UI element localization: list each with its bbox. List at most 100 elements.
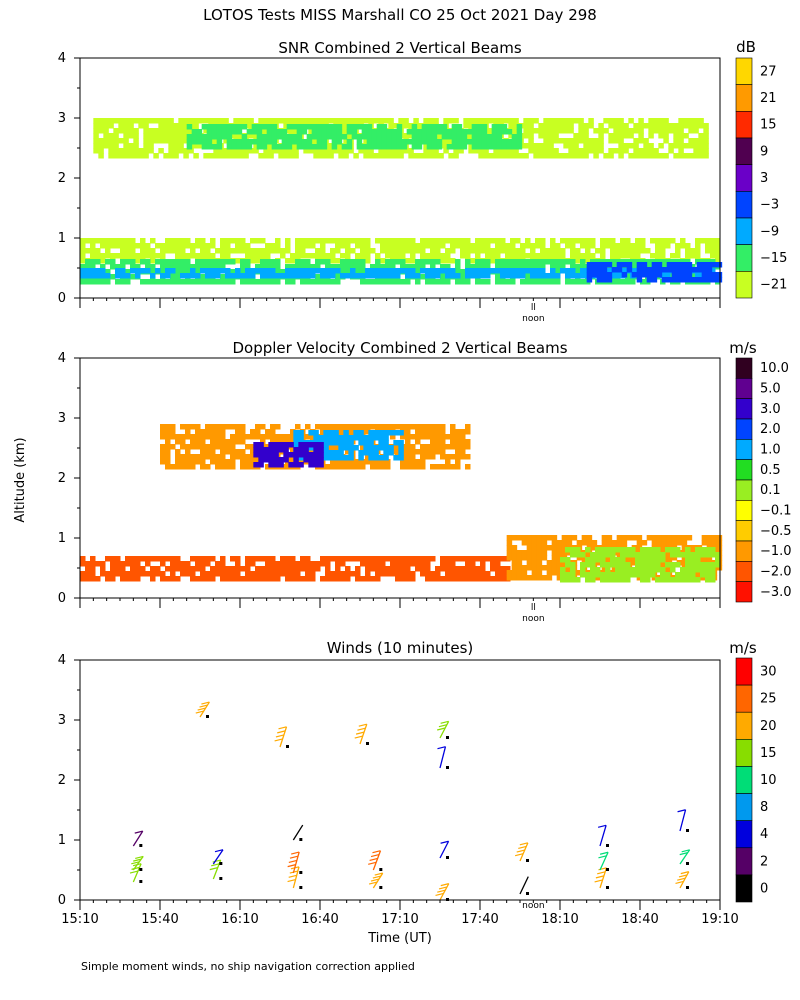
heatmap-cell <box>201 144 208 150</box>
heatmap-cell <box>635 253 641 259</box>
heatmap-cell <box>195 454 201 460</box>
heatmap-cell <box>281 134 288 140</box>
heatmap-cell <box>360 279 366 285</box>
heatmap-cell <box>710 268 716 274</box>
heatmap-cell <box>605 238 611 244</box>
heatmap-cell <box>350 464 356 470</box>
heatmap-cell <box>610 259 616 265</box>
heatmap-cell <box>373 445 379 451</box>
heatmap-cell <box>565 243 571 249</box>
heatmap-cell <box>446 144 453 150</box>
heatmap-cell <box>135 556 141 562</box>
heatmap-cell <box>568 128 574 134</box>
heatmap-cell <box>523 153 529 159</box>
heatmap-cell <box>550 264 556 270</box>
heatmap-cell <box>165 576 171 582</box>
heatmap-cell <box>325 268 331 274</box>
heatmap-cell <box>195 269 201 275</box>
heatmap-cell <box>308 148 314 154</box>
wind-barb-feather <box>274 738 283 742</box>
heatmap-cell <box>715 238 721 244</box>
heatmap-cell <box>90 264 96 270</box>
heatmap-cell <box>170 444 176 450</box>
heatmap-cell <box>390 264 396 270</box>
heatmap-cell <box>455 238 461 244</box>
heatmap-cell <box>563 143 569 149</box>
heatmap-cell <box>605 552 611 558</box>
heatmap-cell <box>420 444 426 450</box>
heatmap-cell <box>703 128 709 134</box>
heatmap-cell <box>115 264 121 270</box>
heatmap-cell <box>531 560 538 566</box>
heatmap-cell <box>123 128 129 134</box>
heatmap-cell <box>445 273 451 279</box>
heatmap-cell <box>130 268 136 274</box>
heatmap-cell <box>395 444 401 450</box>
heatmap-cell <box>185 264 191 270</box>
heatmap-cell <box>260 279 266 285</box>
heatmap-cell <box>666 267 673 273</box>
heatmap-cell <box>240 429 246 435</box>
heatmap-cell <box>405 434 411 440</box>
heatmap-cell <box>305 279 311 285</box>
heatmap-cell <box>331 124 338 130</box>
heatmap-cell <box>425 238 431 244</box>
heatmap-cell <box>451 134 458 140</box>
heatmap-cell <box>490 268 496 274</box>
heatmap-cell <box>650 562 656 568</box>
heatmap-cell <box>445 459 451 465</box>
heatmap-cell <box>461 134 468 140</box>
heatmap-cell <box>325 264 331 270</box>
colorbar-swatch <box>735 847 753 876</box>
heatmap-cell <box>496 144 503 150</box>
heatmap-cell <box>493 118 499 124</box>
heatmap-cell <box>125 238 131 244</box>
heatmap-cell <box>548 143 554 149</box>
y-tick-label-4: 4 <box>58 653 66 668</box>
heatmap-cell <box>425 429 431 435</box>
heatmap-cell <box>165 268 171 274</box>
heatmap-cell <box>481 124 488 130</box>
heatmap-cell <box>305 566 311 572</box>
x-tick-label-1640: 16:40 <box>301 912 338 927</box>
heatmap-cell <box>245 454 251 460</box>
colorbar-label: −9 <box>760 224 779 239</box>
heatmap-cell <box>190 279 196 285</box>
heatmap-cell <box>115 279 121 285</box>
heatmap-cell <box>475 273 481 279</box>
heatmap-cell <box>351 124 358 130</box>
heatmap-cell <box>675 562 681 568</box>
heatmap-cell <box>245 561 251 567</box>
heatmap-cell <box>205 571 211 577</box>
heatmap-cell <box>105 243 111 249</box>
heatmap-cell <box>265 248 271 254</box>
heatmap-cell <box>681 267 688 273</box>
heatmap-cell <box>346 139 353 145</box>
heatmap-cell <box>476 144 483 150</box>
y-tick-label-4: 4 <box>58 351 66 366</box>
heatmap-cell <box>191 139 198 145</box>
heatmap-cell <box>366 124 373 130</box>
heatmap-cell <box>330 424 336 430</box>
heatmap-cell <box>480 268 486 274</box>
wind-barb-staff <box>439 746 447 769</box>
heatmap-cell <box>705 577 711 583</box>
heatmap-cell <box>286 134 293 140</box>
heatmap-cell <box>123 133 129 139</box>
heatmap-cell <box>115 556 121 562</box>
heatmap-cell <box>611 565 618 571</box>
heatmap-cell <box>368 148 374 154</box>
heatmap-cell <box>441 129 448 135</box>
heatmap-cell <box>550 238 556 244</box>
heatmap-cell <box>98 128 104 134</box>
heatmap-cell <box>211 124 218 130</box>
heatmap-cell <box>435 576 441 582</box>
heatmap-cell <box>316 139 323 145</box>
heatmap-cell <box>420 248 426 254</box>
heatmap-cell <box>265 576 271 582</box>
heatmap-cell <box>468 148 474 154</box>
heatmap-cell <box>653 148 659 154</box>
wind-barb-feather <box>370 878 380 882</box>
heatmap-cell <box>336 129 343 135</box>
heatmap-cell <box>625 577 631 583</box>
